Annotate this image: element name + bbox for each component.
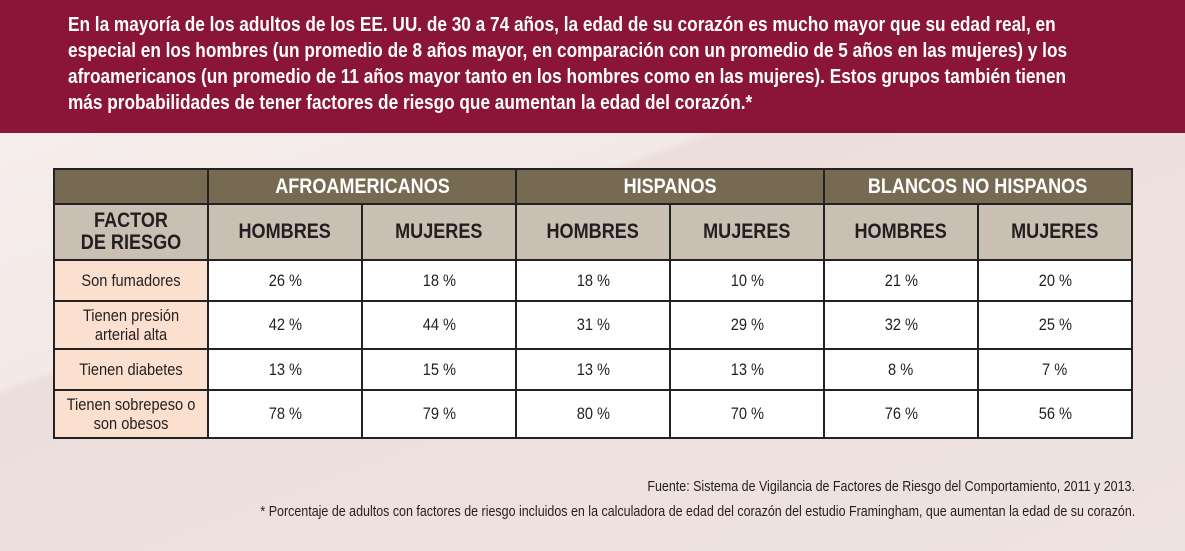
risk-factor-cell: Son fumadores [53, 259, 209, 302]
value-cell: 44 % [361, 300, 517, 350]
table-row: Son fumadores 26 % 18 % 18 % 10 % 21 % 20 % [53, 259, 1133, 302]
sex-subheader: HOMBRES [823, 203, 979, 261]
footnote-text: * Porcentaje de adultos con factores de … [260, 504, 1135, 520]
value-cell: 13 % [207, 348, 363, 391]
value-cell: 18 % [515, 259, 671, 302]
value-cell: 56 % [977, 389, 1133, 439]
value-cell: 26 % [207, 259, 363, 302]
empty-corner [53, 168, 209, 205]
risk-factor-cell: Tienen presión arterial alta [53, 300, 209, 350]
group-header: BLANCOS NO HISPANOS [823, 168, 1133, 205]
value-cell: 21 % [823, 259, 979, 302]
sex-subheader: MUJERES [361, 203, 517, 261]
risk-factor-cell: Tienen sobrepeso o son obesos [53, 389, 209, 439]
risk-factor-table: AFROAMERICANOS HISPANOS BLANCOS NO HISPA… [53, 168, 1133, 439]
summary-text: En la mayoría de los adultos de los EE. … [68, 13, 1068, 114]
value-cell: 13 % [515, 348, 671, 391]
summary-banner: En la mayoría de los adultos de los EE. … [0, 0, 1185, 133]
group-header-row: AFROAMERICANOS HISPANOS BLANCOS NO HISPA… [53, 168, 1133, 205]
value-cell: 25 % [977, 300, 1133, 350]
table-row: Tienen presión arterial alta 42 % 44 % 31 %… [53, 300, 1133, 350]
source-text: Fuente: Sistema de Vigilancia de Factore… [647, 479, 1135, 495]
value-cell: 7 % [977, 348, 1133, 391]
value-cell: 76 % [823, 389, 979, 439]
table-row: Tienen sobrepeso o son obesos 78 % 79 % 80 … [53, 389, 1133, 439]
value-cell: 31 % [515, 300, 671, 350]
factor-header: FACTOR DE RIESGO [53, 203, 209, 261]
table-row: Tienen diabetes 13 % 15 % 13 % 13 % 8 % 7 % [53, 348, 1133, 391]
group-header: HISPANOS [515, 168, 825, 205]
value-cell: 18 % [361, 259, 517, 302]
value-cell: 10 % [669, 259, 825, 302]
value-cell: 29 % [669, 300, 825, 350]
sex-subheader: HOMBRES [207, 203, 363, 261]
value-cell: 78 % [207, 389, 363, 439]
sex-subheader: MUJERES [977, 203, 1133, 261]
sub-header-row: FACTOR DE RIESGO HOMBRES MUJERES HOMBRES MU… [53, 203, 1133, 261]
group-header: AFROAMERICANOS [207, 168, 517, 205]
value-cell: 42 % [207, 300, 363, 350]
risk-factor-cell: Tienen diabetes [53, 348, 209, 391]
value-cell: 80 % [515, 389, 671, 439]
value-cell: 13 % [669, 348, 825, 391]
value-cell: 32 % [823, 300, 979, 350]
value-cell: 8 % [823, 348, 979, 391]
sex-subheader: HOMBRES [515, 203, 671, 261]
value-cell: 70 % [669, 389, 825, 439]
sex-subheader: MUJERES [669, 203, 825, 261]
value-cell: 20 % [977, 259, 1133, 302]
value-cell: 79 % [361, 389, 517, 439]
value-cell: 15 % [361, 348, 517, 391]
